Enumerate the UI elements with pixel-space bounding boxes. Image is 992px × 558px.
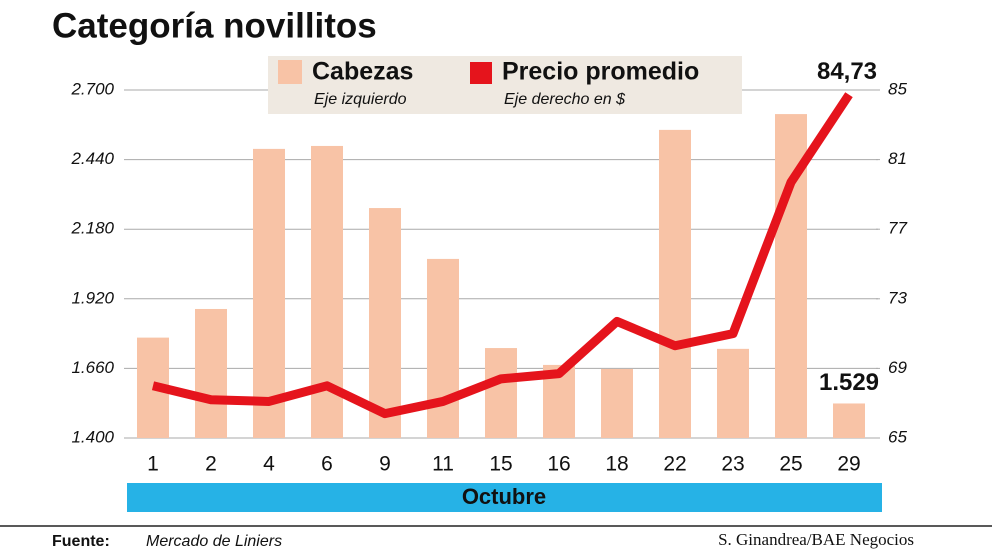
value-label: 84,73 (817, 58, 877, 85)
x-axis-label: Octubre (462, 484, 546, 509)
credit: S. Ginandrea/BAE Negocios (718, 530, 914, 549)
bar (195, 308, 227, 438)
y-tick-label: 2.440 (70, 149, 114, 168)
bar (253, 148, 285, 438)
bar (659, 129, 691, 438)
bar (833, 403, 865, 438)
y2-tick-label: 77 (888, 219, 907, 238)
x-tick-label: 29 (837, 453, 860, 476)
y-tick-label: 1.660 (71, 358, 114, 377)
bar (601, 368, 633, 438)
x-tick-label: 6 (321, 453, 333, 476)
x-tick-label: 16 (547, 453, 570, 476)
x-tick-label: 15 (489, 453, 512, 476)
y-tick-label: 2.180 (70, 219, 114, 238)
bar (485, 348, 517, 438)
legend-swatch (278, 60, 302, 84)
x-tick-label: 18 (605, 453, 628, 476)
x-tick-label: 11 (432, 453, 454, 476)
y2-tick-label: 85 (888, 79, 907, 98)
y2-tick-label: 65 (888, 427, 907, 446)
y2-tick-label: 81 (888, 149, 907, 168)
x-tick-label: 22 (663, 453, 686, 476)
y2-tick-label: 69 (888, 358, 907, 377)
source: Mercado de Liniers (146, 533, 282, 550)
legend-box (268, 56, 742, 114)
legend-note: Eje derecho en $ (504, 91, 626, 108)
legend-label: Precio promedio (502, 58, 699, 86)
legend-swatch (470, 62, 492, 84)
x-tick-label: 1 (147, 453, 159, 476)
legend-note: Eje izquierdo (314, 91, 407, 108)
bar (717, 348, 749, 438)
x-tick-label: 4 (263, 453, 275, 476)
source-label: Fuente: (52, 533, 110, 550)
chart-title: Categoría novillitos (52, 6, 377, 45)
value-label: 1.529 (819, 369, 879, 396)
legend-label: Cabezas (312, 58, 413, 86)
y-tick-label: 2.700 (70, 79, 114, 98)
y-tick-label: 1.400 (71, 427, 114, 446)
x-tick-label: 25 (779, 453, 802, 476)
y2-tick-label: 73 (888, 288, 907, 307)
line (151, 92, 853, 419)
y-tick-label: 1.920 (71, 288, 114, 307)
bar (427, 258, 459, 438)
x-tick-label: 2 (205, 453, 217, 476)
x-axis-band (127, 483, 882, 512)
x-tick-label: 23 (721, 453, 744, 476)
x-tick-label: 9 (379, 453, 391, 476)
bar (369, 208, 401, 438)
